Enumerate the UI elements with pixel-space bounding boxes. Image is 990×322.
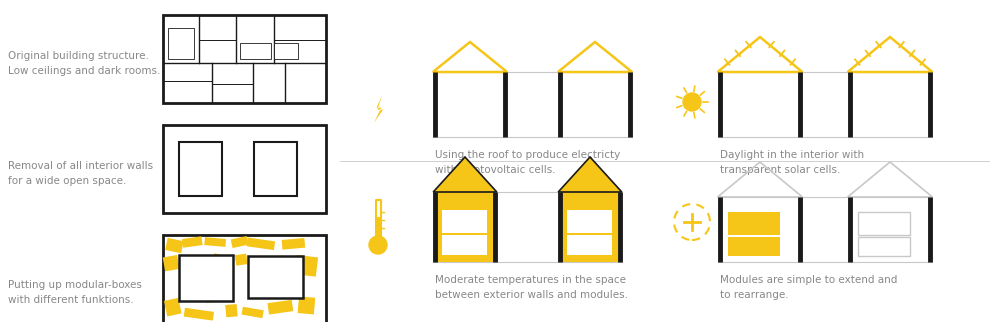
Bar: [858, 237, 910, 255]
Text: Using the roof to produce electricty
with photovoltaic cells.: Using the roof to produce electricty wit…: [435, 150, 621, 175]
Bar: [728, 212, 780, 235]
Text: Daylight in the interior with
transparent solar cells.: Daylight in the interior with transparen…: [720, 150, 864, 175]
Bar: [211, 253, 229, 270]
Bar: [248, 256, 303, 298]
Bar: [560, 192, 620, 262]
Bar: [163, 235, 326, 322]
Bar: [204, 290, 220, 303]
Bar: [443, 210, 487, 232]
Bar: [254, 142, 297, 196]
Text: Removal of all interior walls
for a wide open space.: Removal of all interior walls for a wide…: [8, 161, 153, 186]
Text: Modules are simple to extend and
to rearrange.: Modules are simple to extend and to rear…: [720, 275, 897, 300]
Bar: [247, 238, 275, 250]
Bar: [235, 254, 248, 266]
Bar: [164, 298, 181, 317]
Bar: [165, 238, 184, 253]
Bar: [375, 200, 380, 240]
Circle shape: [369, 236, 387, 254]
Bar: [567, 210, 612, 232]
Bar: [267, 300, 293, 315]
Polygon shape: [558, 157, 622, 192]
Bar: [182, 236, 203, 248]
Bar: [281, 238, 305, 250]
Bar: [242, 307, 263, 318]
Text: Moderate temperatures in the space
between exterior walls and modules.: Moderate temperatures in the space betwe…: [435, 275, 628, 300]
Bar: [231, 236, 248, 248]
Bar: [567, 235, 612, 255]
Bar: [226, 304, 238, 317]
Bar: [204, 237, 226, 247]
Bar: [179, 255, 233, 301]
Bar: [298, 296, 315, 315]
Bar: [728, 237, 780, 255]
Polygon shape: [434, 157, 497, 192]
Bar: [184, 308, 214, 321]
Bar: [443, 235, 487, 255]
Bar: [163, 15, 326, 103]
Circle shape: [683, 93, 701, 111]
Bar: [295, 255, 318, 277]
Bar: [168, 28, 194, 59]
Bar: [272, 272, 288, 286]
Bar: [858, 212, 910, 235]
Bar: [162, 255, 179, 271]
Text: Original building structure.
Low ceilings and dark rooms.: Original building structure. Low ceiling…: [8, 51, 160, 76]
Text: Putting up modular-boxes
with different funktions.: Putting up modular-boxes with different …: [8, 280, 142, 305]
Bar: [179, 142, 222, 196]
Bar: [240, 43, 270, 59]
Polygon shape: [374, 95, 383, 123]
Bar: [435, 192, 495, 262]
Bar: [274, 43, 298, 59]
Bar: [163, 125, 326, 213]
